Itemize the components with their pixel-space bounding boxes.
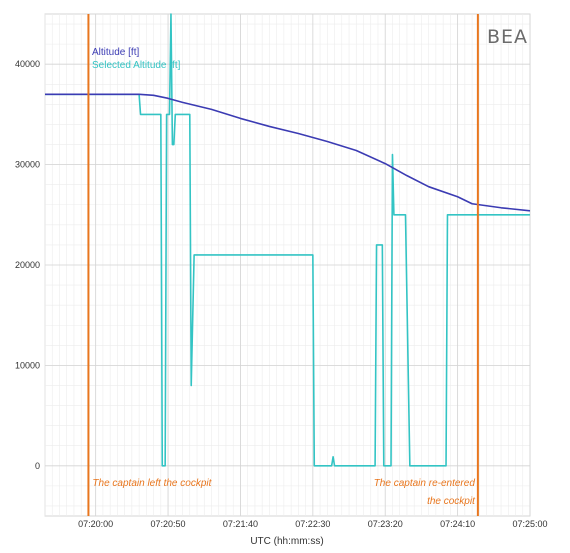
axis-ticks: 0 10000 20000 30000 40000 07:20:00 07:20:50 07:… (15, 59, 548, 529)
y-tick-label: 20000 (15, 260, 40, 270)
logo: BEA (487, 26, 528, 48)
legend-entry: Selected Altitude [ft] (92, 60, 181, 71)
x-tick-label: 07:22:30 (295, 519, 330, 529)
x-tick-label: 07:23:20 (368, 519, 403, 529)
marker-annotation: the cockpit (427, 496, 476, 507)
marker-annotation: The captain re-entered (374, 478, 476, 489)
series-line-selected-altitude (45, 13, 530, 467)
y-tick-label: 30000 (15, 160, 40, 170)
x-tick-label: 07:20:00 (78, 519, 113, 529)
y-tick-label: 10000 (15, 360, 40, 370)
x-tick-label: 07:20:50 (151, 519, 186, 529)
grid (44, 14, 531, 516)
x-tick-label: 07:21:40 (223, 519, 258, 529)
series-line-altitude (45, 93, 531, 212)
x-tick-label: 07:24:10 (440, 519, 475, 529)
y-tick-label: 40000 (15, 59, 40, 69)
marker-annotation: The captain left the cockpit (92, 478, 212, 489)
x-tick-label: 07:25:00 (512, 519, 547, 529)
legend: Altitude [ft] Selected Altitude [ft] (92, 47, 181, 71)
event-markers: The captain left the cockpit The captain … (87, 14, 479, 516)
y-tick-label: 0 (35, 461, 40, 471)
series-lines (45, 13, 531, 467)
x-axis-title: UTC (hh:mm:ss) (250, 536, 323, 547)
legend-entry: Altitude [ft] (92, 47, 139, 58)
